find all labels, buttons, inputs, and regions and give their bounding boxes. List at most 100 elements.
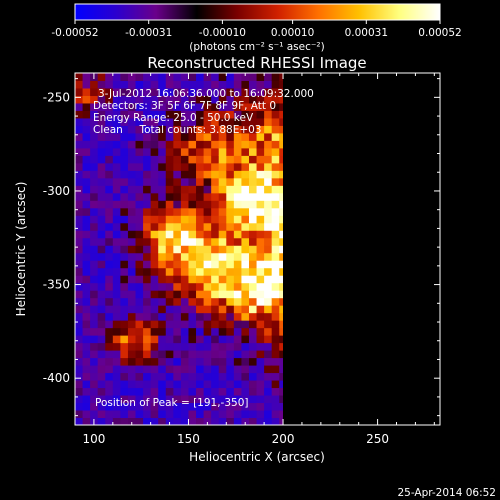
heatmap-cell (408, 298, 416, 306)
heatmap-cell (112, 395, 121, 404)
heatmap-cell (256, 140, 265, 149)
heatmap-cell (378, 223, 386, 231)
heatmap-cell (241, 147, 250, 156)
heatmap-cell (218, 312, 227, 321)
heatmap-cell (112, 365, 121, 374)
heatmap-cell (112, 207, 121, 216)
heatmap-cell (302, 418, 310, 426)
heatmap-cell (97, 275, 106, 284)
heatmap-cell (218, 342, 227, 351)
heatmap-cell (332, 118, 340, 126)
heatmap-cell (340, 320, 348, 328)
heatmap-cell (310, 335, 318, 343)
heatmap-cell (302, 253, 310, 261)
heatmap-cell (302, 170, 310, 178)
heatmap-cell (82, 185, 91, 194)
heatmap-cell (302, 410, 310, 418)
heatmap-cell (158, 147, 167, 156)
heatmap-cell (279, 327, 283, 336)
heatmap-cell (90, 327, 99, 336)
heatmap-cell (378, 253, 386, 261)
heatmap-cell (332, 200, 340, 208)
heatmap-cell (188, 357, 197, 366)
heatmap-cell (120, 95, 129, 104)
heatmap-cell (180, 395, 189, 404)
heatmap-cell (362, 395, 370, 403)
heatmap-cell (75, 73, 84, 81)
heatmap-cell (271, 380, 280, 389)
heatmap-cell (332, 73, 340, 81)
heatmap-cell (340, 178, 348, 186)
heatmap-cell (310, 208, 318, 216)
heatmap-cell (173, 282, 182, 291)
heatmap-cell (279, 95, 283, 104)
heatmap-cell (127, 275, 137, 284)
heatmap-cell (211, 230, 220, 239)
heatmap-cell (188, 267, 197, 276)
heatmap-cell (325, 110, 333, 118)
heatmap-cell (423, 95, 431, 103)
heatmap-cell (188, 380, 197, 389)
heatmap-cell (112, 245, 121, 254)
heatmap-cell (302, 230, 310, 238)
heatmap-cell (415, 185, 423, 193)
heatmap-cell (105, 80, 114, 89)
heatmap-cell (302, 298, 310, 306)
heatmap-cell (332, 320, 340, 328)
heatmap-cell (120, 252, 129, 261)
heatmap-cell (393, 380, 401, 388)
heatmap-cell (203, 237, 212, 246)
heatmap-cell (287, 260, 295, 268)
heatmap-cell (302, 223, 310, 231)
heatmap-cell (233, 342, 242, 351)
heatmap-cell (127, 267, 137, 276)
heatmap-cell (310, 290, 318, 298)
heatmap-cell (127, 230, 137, 239)
heatmap-cell (82, 342, 91, 351)
heatmap-cell (317, 335, 325, 343)
heatmap-cell (196, 260, 205, 269)
heatmap-cell (400, 350, 408, 358)
heatmap-cell (256, 312, 265, 321)
y-tick-label: -400 (43, 371, 70, 385)
heatmap-cell (143, 177, 152, 186)
heatmap-cell (218, 365, 227, 374)
heatmap-cell (112, 132, 121, 141)
heatmap-cell (203, 155, 212, 164)
heatmap-cell (279, 192, 283, 201)
heatmap-cell (385, 328, 393, 336)
heatmap-cell (256, 80, 265, 89)
heatmap-cell (196, 230, 205, 239)
heatmap-cell (233, 200, 242, 209)
heatmap-cell (355, 358, 363, 366)
heatmap-cell (158, 170, 167, 179)
heatmap-cell (438, 283, 446, 291)
heatmap-cell (325, 403, 333, 411)
heatmap-cell (302, 388, 310, 396)
heatmap-cell (127, 312, 137, 321)
heatmap-cell (400, 118, 408, 126)
heatmap-cell (385, 335, 393, 343)
heatmap-cell (127, 380, 137, 389)
heatmap-cell (203, 365, 212, 374)
heatmap-cell (332, 313, 340, 321)
heatmap-cell (143, 170, 152, 179)
heatmap-cell (408, 200, 416, 208)
heatmap-cell (408, 193, 416, 201)
heatmap-cell (196, 387, 205, 396)
heatmap-cell (408, 245, 416, 253)
heatmap-cell (415, 380, 423, 388)
annotation-energy: Energy Range: 25.0 - 50.0 keV (93, 112, 254, 124)
heatmap-cell (271, 230, 280, 239)
heatmap-cell (97, 132, 106, 141)
heatmap-cell (196, 80, 205, 89)
heatmap-cell (241, 395, 250, 404)
heatmap-cell (158, 95, 167, 104)
heatmap-cell (325, 230, 333, 238)
heatmap-cell (105, 155, 114, 164)
heatmap-cell (82, 365, 91, 374)
heatmap-cell (385, 290, 393, 298)
heatmap-cell (112, 267, 121, 276)
heatmap-cell (196, 117, 205, 126)
heatmap-cell (287, 118, 295, 126)
